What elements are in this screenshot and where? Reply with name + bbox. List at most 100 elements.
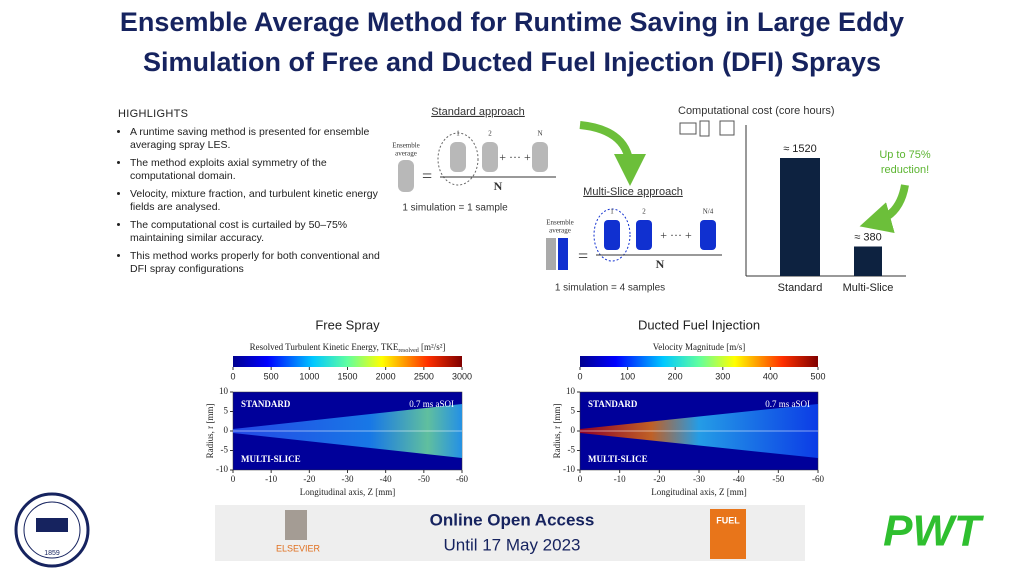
x-label: Longitudinal axis, Z [mm] xyxy=(300,487,395,497)
result-panels: Free Spray Resolved Turbulent Kinetic Ene… xyxy=(205,317,825,497)
colorbar-label-part: [m²/s²] xyxy=(419,342,446,352)
colorbar xyxy=(580,356,818,367)
panel-title: Free Spray xyxy=(315,317,380,332)
university-logo xyxy=(14,492,90,568)
x-tick-label: -20 xyxy=(303,474,315,484)
cylinder xyxy=(546,238,556,270)
x-label: Longitudinal axis, Z [mm] xyxy=(651,487,746,497)
field-label: MULTI-SLICE xyxy=(588,454,648,464)
value-label: ≈ 1520 xyxy=(783,143,817,155)
value-label: ≈ 380 xyxy=(854,231,881,243)
index: 2 xyxy=(488,130,492,138)
colorbar-tick-label: 500 xyxy=(810,371,825,381)
caption: 1 simulation = 4 samples xyxy=(555,283,665,294)
field-label: STANDARD xyxy=(241,399,291,409)
colorbar xyxy=(233,356,462,367)
highlights-heading: HIGHLIGHTS xyxy=(118,108,189,120)
cost-chart: Computational cost (core hours) Up to 75… xyxy=(678,105,931,294)
y-tick-label: -10 xyxy=(216,464,228,474)
annotation: reduction! xyxy=(881,164,929,176)
category-label: Standard xyxy=(778,282,823,294)
denominator: N xyxy=(494,179,503,193)
highlight: The method exploits axial symmetry of th… xyxy=(130,157,380,183)
ensemble-label: average xyxy=(395,150,417,158)
x-tick-label: -50 xyxy=(772,474,784,484)
x-tick-label: -30 xyxy=(693,474,705,484)
university-logo xyxy=(23,501,81,559)
x-tick-label: -60 xyxy=(812,474,824,484)
colorbar-tick-label: 100 xyxy=(620,371,635,381)
dots: + ··· + xyxy=(660,228,692,242)
university-logo xyxy=(36,518,68,532)
schematic-title: Multi-Slice approach xyxy=(583,186,683,198)
caption: 1 simulation = 1 sample xyxy=(402,203,508,214)
icon xyxy=(679,122,697,135)
icon xyxy=(699,120,710,137)
y-tick-label: -5 xyxy=(221,445,229,455)
x-tick-label: -10 xyxy=(265,474,277,484)
colorbar-tick-label: 3000 xyxy=(452,371,472,381)
y-label: Radius, r [mm] xyxy=(552,404,562,459)
chart-title: Computational cost (core hours) xyxy=(678,105,835,117)
cylinder xyxy=(558,238,568,270)
highlight-ring xyxy=(437,132,479,186)
ensemble-label: average xyxy=(549,227,571,235)
cylinder xyxy=(636,220,652,250)
y-tick-label: -10 xyxy=(563,464,575,474)
colorbar-tick-label: 1500 xyxy=(337,371,357,381)
icon xyxy=(719,120,735,136)
colorbar-label-part: Velocity Magnitude [m/s] xyxy=(653,342,745,352)
cylinder xyxy=(532,142,548,172)
denominator: N xyxy=(656,257,665,271)
footer: Online Open Access Until 17 May 2023 185… xyxy=(14,492,984,568)
colorbar-tick-label: 0 xyxy=(577,371,582,381)
colorbar-label-part: Resolved Turbulent Kinetic Energy, TKE xyxy=(250,342,399,352)
panel-title: Ducted Fuel Injection xyxy=(638,317,760,332)
highlight: A runtime saving method is presented for… xyxy=(130,126,380,152)
schematic: Standard approach Ensemble average = 1 2… xyxy=(392,106,722,294)
field-label: STANDARD xyxy=(588,399,638,409)
arrow xyxy=(859,184,909,234)
dots: + ··· + xyxy=(499,150,531,164)
category-label: Multi-Slice xyxy=(843,282,894,294)
arrow xyxy=(579,121,646,186)
ensemble-label: Ensemble xyxy=(392,142,420,150)
title-line: Simulation of Free and Ducted Fuel Injec… xyxy=(143,47,881,77)
y-tick-label: 0 xyxy=(224,425,229,435)
journal: FUEL xyxy=(716,515,740,525)
highlights-list: A runtime saving method is presented for… xyxy=(118,126,380,276)
annotation: Up to 75% xyxy=(879,149,931,161)
colorbar-tick-label: 1000 xyxy=(299,371,319,381)
x-tick-label: -50 xyxy=(418,474,430,484)
access: Online Open Access xyxy=(430,510,595,529)
cylinder xyxy=(700,220,716,250)
colorbar-tick-label: 200 xyxy=(668,371,683,381)
y-tick-label: 5 xyxy=(224,406,229,416)
footer-band xyxy=(215,505,805,561)
year: 1859 xyxy=(44,550,60,557)
x-tick-label: -40 xyxy=(380,474,392,484)
field-label: 0.7 ms aSOI xyxy=(409,399,454,409)
bar xyxy=(854,246,882,276)
y-tick-label: 10 xyxy=(219,386,229,396)
panel: Ducted Fuel Injection Velocity Magnitude … xyxy=(552,317,825,497)
title-line: Ensemble Average Method for Runtime Savi… xyxy=(120,7,904,37)
publisher: ELSEVIER xyxy=(276,543,321,553)
colorbar-label: Velocity Magnitude [m/s] xyxy=(653,342,745,352)
cylinder xyxy=(450,142,466,172)
panel: Free Spray Resolved Turbulent Kinetic Ene… xyxy=(205,317,472,497)
cylinder xyxy=(398,160,414,192)
x-tick-label: -10 xyxy=(614,474,626,484)
highlight: This method works properly for both conv… xyxy=(130,250,380,276)
colorbar-tick-label: 0 xyxy=(230,371,235,381)
y-label: Radius, r [mm] xyxy=(205,404,215,459)
x-tick-label: -60 xyxy=(456,474,468,484)
pwt-logo: PWT xyxy=(883,507,984,556)
cylinder xyxy=(604,220,620,250)
ensemble-label: Ensemble xyxy=(546,219,574,227)
cylinder xyxy=(482,142,498,172)
index: 1 xyxy=(610,208,614,216)
y-tick-label: 5 xyxy=(571,406,576,416)
highlight: Velocity, mixture fraction, and turbulen… xyxy=(130,188,380,214)
